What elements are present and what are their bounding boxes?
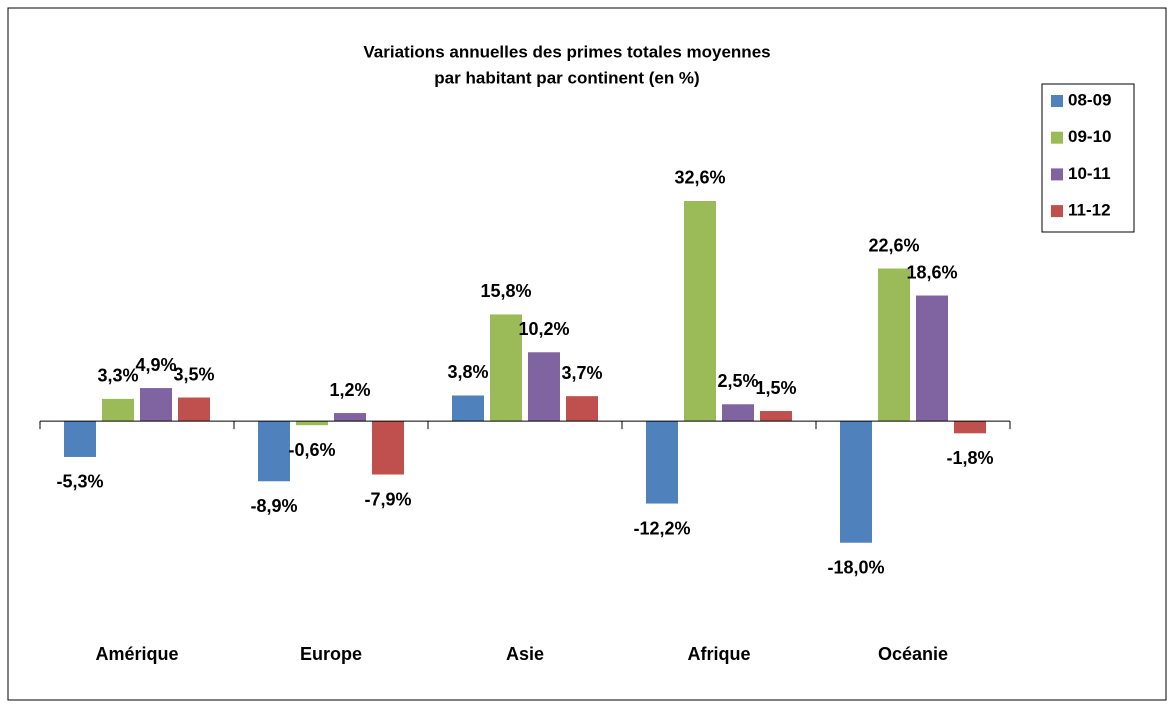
bar <box>878 268 910 422</box>
data-label: 3,5% <box>173 364 214 384</box>
data-label: 18,6% <box>906 262 957 282</box>
bar <box>646 421 678 504</box>
legend-label: 08-09 <box>1068 90 1111 109</box>
legend-swatch <box>1051 168 1063 181</box>
bar <box>334 413 366 422</box>
bar <box>566 396 598 422</box>
data-label: 22,6% <box>868 235 919 255</box>
data-label: -0,6% <box>288 440 335 460</box>
data-label: 1,2% <box>329 380 370 400</box>
legend-swatch <box>1051 131 1063 144</box>
legend-swatch <box>1051 205 1063 218</box>
bar <box>64 421 96 457</box>
bar <box>102 398 134 422</box>
bar <box>296 421 328 426</box>
data-label: 1,5% <box>755 378 796 398</box>
data-label: 2,5% <box>717 371 758 391</box>
data-label: 3,8% <box>447 362 488 382</box>
legend-label: 10-11 <box>1068 164 1111 183</box>
bar <box>258 421 290 482</box>
data-label: -18,0% <box>827 557 884 577</box>
legend-label: 09-10 <box>1068 127 1111 146</box>
bar <box>178 397 210 422</box>
bar <box>528 352 560 422</box>
chart-frame <box>7 7 1167 701</box>
legend-label: 11-12 <box>1068 201 1111 220</box>
data-label: 4,9% <box>135 355 176 375</box>
bar <box>140 388 172 422</box>
bar <box>372 421 404 475</box>
bar <box>684 200 716 422</box>
bar <box>840 421 872 543</box>
data-label: -7,9% <box>364 489 411 509</box>
bar <box>916 295 948 422</box>
bar <box>954 421 986 434</box>
x-tick-label: Asie <box>506 644 544 664</box>
x-tick-label: Europe <box>300 644 362 664</box>
chart-title: par habitant par continent (en %) <box>434 68 699 87</box>
bar <box>722 404 754 422</box>
data-label: -5,3% <box>56 472 103 492</box>
data-label: -1,8% <box>946 448 993 468</box>
legend-swatch <box>1051 95 1063 107</box>
x-tick-label: Océanie <box>878 644 948 664</box>
data-label: 15,8% <box>480 281 531 301</box>
bar <box>490 314 522 422</box>
chart-title: Variations annuelles des primes totales … <box>363 42 770 61</box>
data-label: 10,2% <box>518 319 569 339</box>
x-tick-label: Amérique <box>95 644 178 664</box>
data-label: 3,3% <box>97 366 138 386</box>
data-label: 32,6% <box>674 168 725 188</box>
bar <box>760 411 792 422</box>
data-label: -8,9% <box>250 496 297 516</box>
data-label: -12,2% <box>633 518 690 538</box>
data-label: 3,7% <box>561 363 602 383</box>
x-tick-label: Afrique <box>688 644 751 664</box>
bar <box>452 395 484 422</box>
